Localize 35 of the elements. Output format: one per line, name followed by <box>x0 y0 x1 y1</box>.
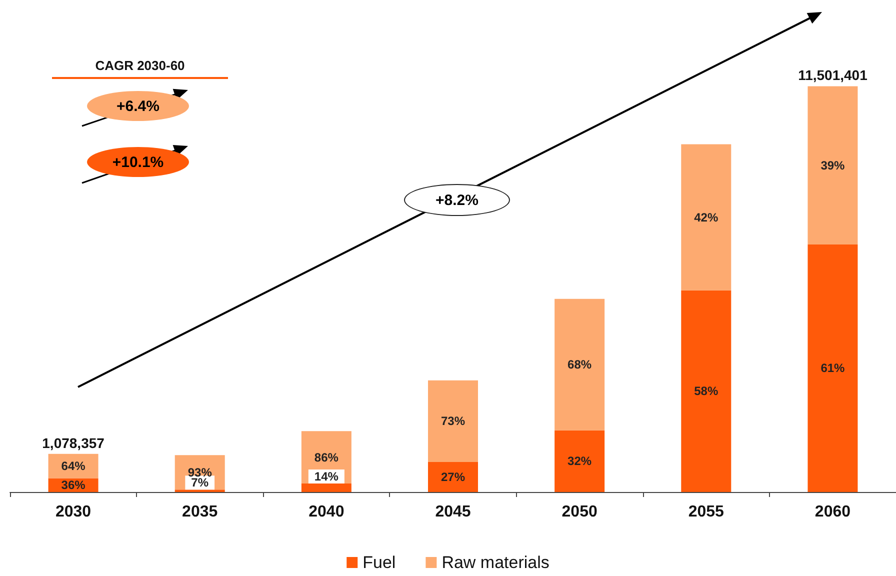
annotation: 86% <box>314 450 339 464</box>
annotation: +8.2% <box>434 190 480 210</box>
annotation: 73% <box>440 414 466 428</box>
annotation: 42% <box>694 210 718 224</box>
annotation: 61% <box>820 361 846 376</box>
bar <box>554 298 605 430</box>
annotation: 58% <box>694 384 718 398</box>
bar <box>681 290 732 492</box>
annotation: +10.1% <box>111 152 165 172</box>
annotation: 1,078,357 <box>42 434 105 451</box>
bar <box>428 462 478 492</box>
bar <box>808 244 858 492</box>
annotation: 39% <box>820 158 846 172</box>
annotation: 32% <box>568 454 592 468</box>
x-tick-label: 2040 <box>308 504 344 520</box>
annotation: 27% <box>440 470 466 484</box>
text: CAGR 2030-60 <box>94 58 186 73</box>
x-tick-label: 2030 <box>55 504 92 520</box>
annotation: 36% <box>61 478 86 492</box>
annotation: 14% <box>314 469 339 484</box>
annotation: 64% <box>61 459 86 474</box>
x-tick-label: 2035 <box>182 504 218 520</box>
bar <box>681 144 732 290</box>
legend-label: Raw materials <box>442 553 550 572</box>
bar <box>554 430 605 492</box>
x-tick-label: 2050 <box>562 504 598 520</box>
annotation: +6.4% <box>116 96 160 116</box>
annotation: 11,501,401 <box>798 67 868 84</box>
x-tick-label: 2060 <box>814 504 851 520</box>
bar <box>808 86 858 244</box>
x-tick-label: 2055 <box>688 504 724 520</box>
legend-label: Fuel <box>362 553 396 572</box>
x-tick-label: 2045 <box>435 504 471 520</box>
bar <box>428 380 478 462</box>
annotation: 68% <box>568 358 592 372</box>
